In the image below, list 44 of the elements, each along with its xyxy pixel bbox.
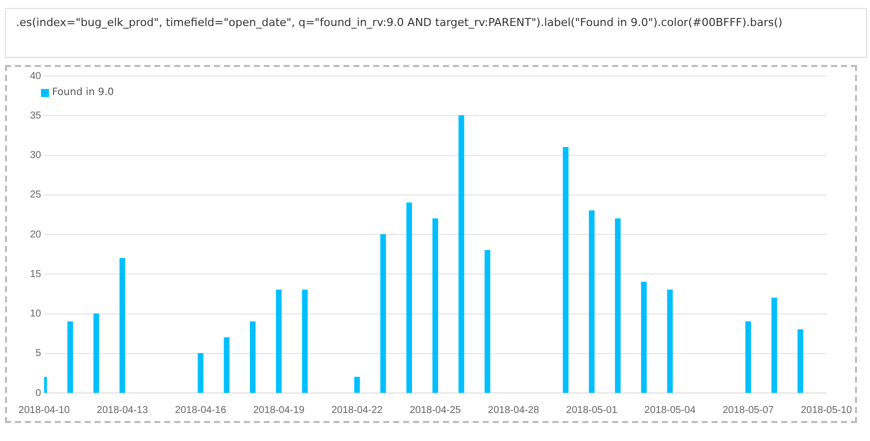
x-tick-label: 2018-05-07 — [722, 404, 774, 416]
bar — [250, 321, 256, 393]
x-tick-label: 2018-04-28 — [488, 404, 540, 416]
y-tick-label: 5 — [36, 348, 42, 360]
x-tick-label: 2018-05-01 — [566, 404, 618, 416]
y-tick-label: 40 — [30, 70, 42, 82]
bar — [276, 290, 282, 393]
bar — [406, 202, 412, 393]
bar — [562, 146, 568, 393]
x-tick-label: 2018-05-10 — [800, 404, 852, 416]
bar — [745, 321, 752, 393]
y-tick-label: 0 — [36, 388, 42, 399]
bar — [302, 290, 308, 393]
y-tick-label: 15 — [30, 268, 42, 280]
bar — [354, 376, 360, 393]
x-tick-label: 2018-04-13 — [96, 404, 148, 416]
x-tick-label: 2018-04-25 — [410, 404, 462, 416]
text: .es(index="bug_elk_prod", timefield="open_date", q="found_in_rv:9.0 AND target_rv:PARENT").label("Found in 9.0").color(#00BFFF).bars() — [5, 8, 867, 58]
bar — [641, 282, 647, 393]
y-tick-label: 30 — [30, 150, 42, 161]
bar — [380, 234, 386, 393]
y-tick-label: 10 — [30, 308, 42, 320]
bar — [771, 298, 778, 393]
bar — [120, 258, 126, 393]
legend-label: Found in 9.0 — [52, 87, 114, 98]
y-tick-label: 25 — [30, 190, 42, 201]
bar — [458, 115, 464, 393]
x-tick-label: 2018-04-19 — [253, 404, 305, 416]
y-tick-label: 20 — [30, 229, 42, 240]
bar — [224, 337, 230, 393]
x-tick-label: 2018-04-22 — [331, 404, 384, 416]
bar — [484, 250, 490, 393]
bar — [614, 218, 621, 393]
bar — [667, 290, 673, 393]
x-tick-label: 2018-05-04 — [644, 404, 696, 416]
bar — [798, 329, 804, 393]
bar — [588, 210, 595, 393]
x-tick-label: 2018-04-10 — [18, 404, 70, 416]
bar — [198, 353, 204, 393]
bar — [67, 321, 74, 393]
x-tick-label: 2018-04-16 — [175, 404, 227, 416]
y-tick-label: 35 — [30, 110, 42, 122]
bar — [432, 218, 438, 393]
bar — [93, 313, 100, 393]
